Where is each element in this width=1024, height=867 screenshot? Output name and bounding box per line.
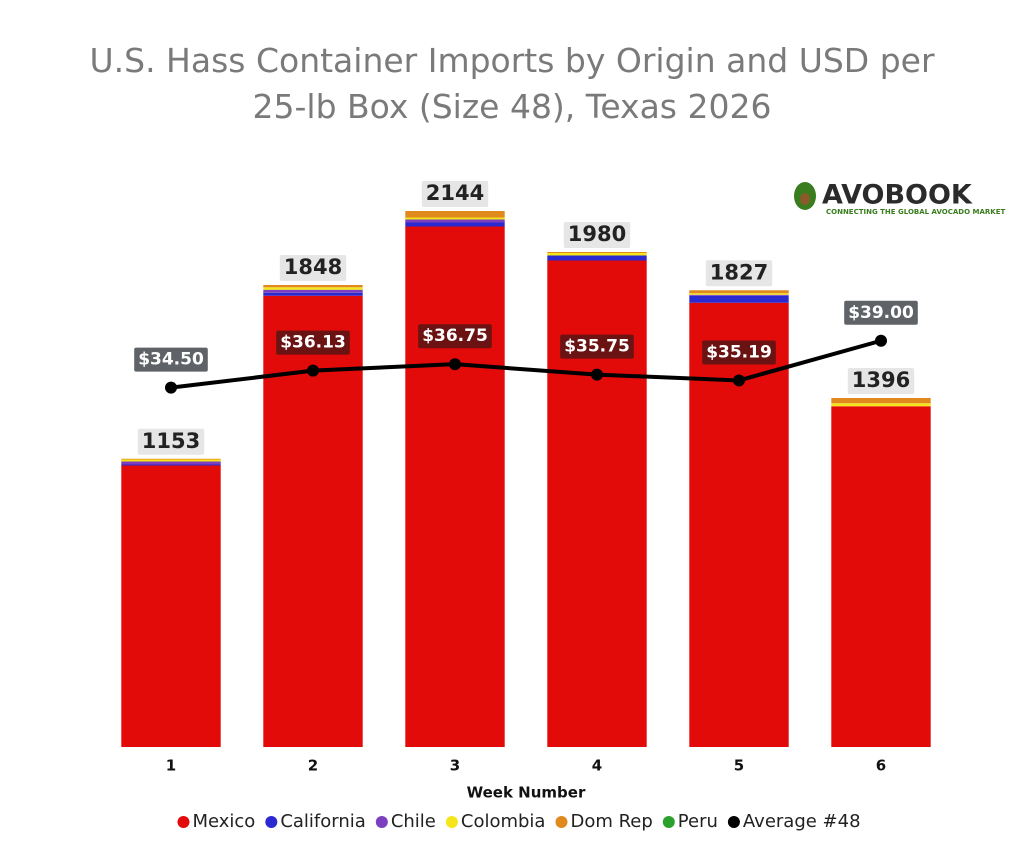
line-label-text: $36.75 [422,326,488,346]
bar-segment [831,406,931,747]
line-label-text: $39.00 [848,303,914,323]
total-label-bg [279,255,347,281]
line-label: $36.75 [418,324,492,349]
legend-label: Dom Rep [570,811,652,832]
legend-marker [265,816,278,828]
line-point [307,364,319,377]
bar-segment [405,226,505,747]
legend-label: Peru [678,811,718,832]
bar-segment [263,292,363,296]
bar-segment [547,253,647,256]
logo-icon [800,193,810,205]
legend-label: Mexico [192,811,255,832]
bar-segment [831,398,931,404]
total-label-text: 1153 [142,429,200,453]
line-point [733,374,745,387]
bar-segment [689,290,789,294]
line-label: $35.75 [560,334,634,359]
x-tick-label: 2 [308,757,318,775]
line-label: $39.00 [844,300,918,325]
bar-segment [121,461,221,465]
bar-segment [263,285,363,288]
chart-title: U.S. Hass Container Imports by Origin an… [89,41,935,126]
bar-segment [547,260,647,747]
total-label-text: 1848 [284,255,342,279]
x-tick-label: 3 [450,757,460,775]
total-label-bg [137,428,205,455]
logo-name: AVOBOOK [822,180,973,211]
legend-marker [177,816,190,828]
line-label-text: $35.75 [564,337,630,357]
legend-marker [375,816,388,828]
line-point [591,368,603,381]
line [170,338,882,390]
bar-segment [263,287,363,290]
logo-tagline: CONNECTING THE GLOBAL AVOCADO MARKET [826,208,1005,216]
total-label-text: 2144 [426,181,484,205]
line-label: $35.19 [702,340,776,365]
total-label-text: 1980 [568,222,626,246]
total-label: 1153 [137,428,205,455]
bar-segment [689,293,789,295]
bar-segment [405,217,505,220]
legend-marker [727,816,740,828]
bar-segment [405,211,505,218]
bar-segment [405,219,505,223]
line-label-bg [702,340,776,365]
line-label-bg [844,300,918,325]
legend-marker [445,816,458,828]
bar-segment [547,255,647,261]
line-point [449,358,461,371]
bar-segment [121,464,221,466]
total-label: 1848 [279,255,347,281]
line-point [165,381,177,394]
bar-segment [405,222,505,227]
total-label-bg [421,181,489,207]
line-label: $34.50 [134,347,208,372]
line-label-bg [418,324,492,349]
total-label-text: 1827 [710,260,768,284]
x-tick-label: 1 [166,757,176,775]
bar-segment [689,295,789,303]
bar-segment [121,458,221,460]
line-label-text: $35.19 [706,342,772,362]
bar-segment [263,289,363,293]
line-point [875,334,887,347]
bar-segment [831,403,931,407]
x-tick-label: 5 [734,757,744,775]
bar-segment [121,465,221,747]
legend-label: Colombia [461,811,546,832]
x-tick-label: 4 [592,757,602,775]
line-label-text: $36.13 [280,333,346,353]
line-label-bg [276,330,350,355]
legend-marker [662,816,675,828]
bar-segment [689,294,789,296]
x-tick-label: 6 [876,757,886,775]
logo: AVOBOOK CONNECTING THE GLOBAL AVOCADO MA… [794,180,1005,216]
x-axis-title: Week Number [467,784,586,802]
legend: Mexico California Chile Colombia Dom Rep Peru… [177,811,861,832]
line-label: $36.13 [276,330,350,355]
line-label-text: $34.50 [138,350,204,370]
line-label-bg [134,347,208,372]
total-label: 2144 [421,181,489,207]
line-label-bg [560,334,634,359]
legend-label: Average #48 [743,811,861,832]
total-label: 1396 [847,368,915,394]
bar-segment [121,459,221,462]
total-label-bg [847,368,915,394]
total-label: 1827 [705,260,773,287]
bar-segment [263,295,363,747]
total-label-text: 1396 [852,368,910,392]
total-label: 1980 [563,222,631,248]
legend-label: Chile [391,811,436,832]
legend-marker [555,816,568,828]
legend-label: California [280,811,365,832]
total-label-bg [563,222,631,248]
bar-segment [547,252,647,253]
total-label-bg [705,260,773,287]
